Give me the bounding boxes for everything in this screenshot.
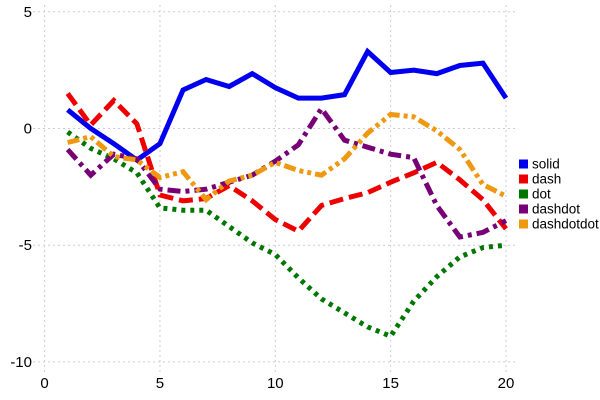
y-tick-label--5: -5: [19, 237, 32, 254]
series-line-dash: [65, 92, 508, 235]
legend-label-dot: dot: [532, 187, 551, 202]
legend-label-dash: dash: [532, 172, 561, 187]
x-tick-label-10: 10: [267, 375, 284, 392]
y-tick-label-0: 0: [24, 121, 32, 138]
legend-swatch-solid: [519, 159, 528, 169]
legend-swatch-dashdotdot: [519, 219, 528, 229]
series-line-solid: [66, 47, 509, 164]
legend-label-dashdot: dashdot: [532, 202, 580, 217]
y-tick-label-5: 5: [24, 4, 32, 21]
x-tick-label-20: 20: [498, 375, 515, 392]
legend-label-solid: solid: [532, 157, 560, 172]
x-tick-label-15: 15: [382, 375, 399, 392]
x-tick-label-5: 5: [156, 375, 164, 392]
legend-swatch-dot: [519, 189, 528, 199]
legend-label-dashdotdot: dashdotdot: [532, 217, 599, 232]
legend-swatch-dashdot: [519, 204, 528, 214]
series-line-dot: [66, 129, 507, 340]
legend-swatch-dash: [519, 174, 528, 184]
series-line-dashdot: [65, 104, 508, 240]
y-tick-label--10: -10: [10, 354, 32, 371]
x-tick-label-0: 0: [40, 375, 48, 392]
series-line-dashdotdot: [67, 111, 508, 204]
